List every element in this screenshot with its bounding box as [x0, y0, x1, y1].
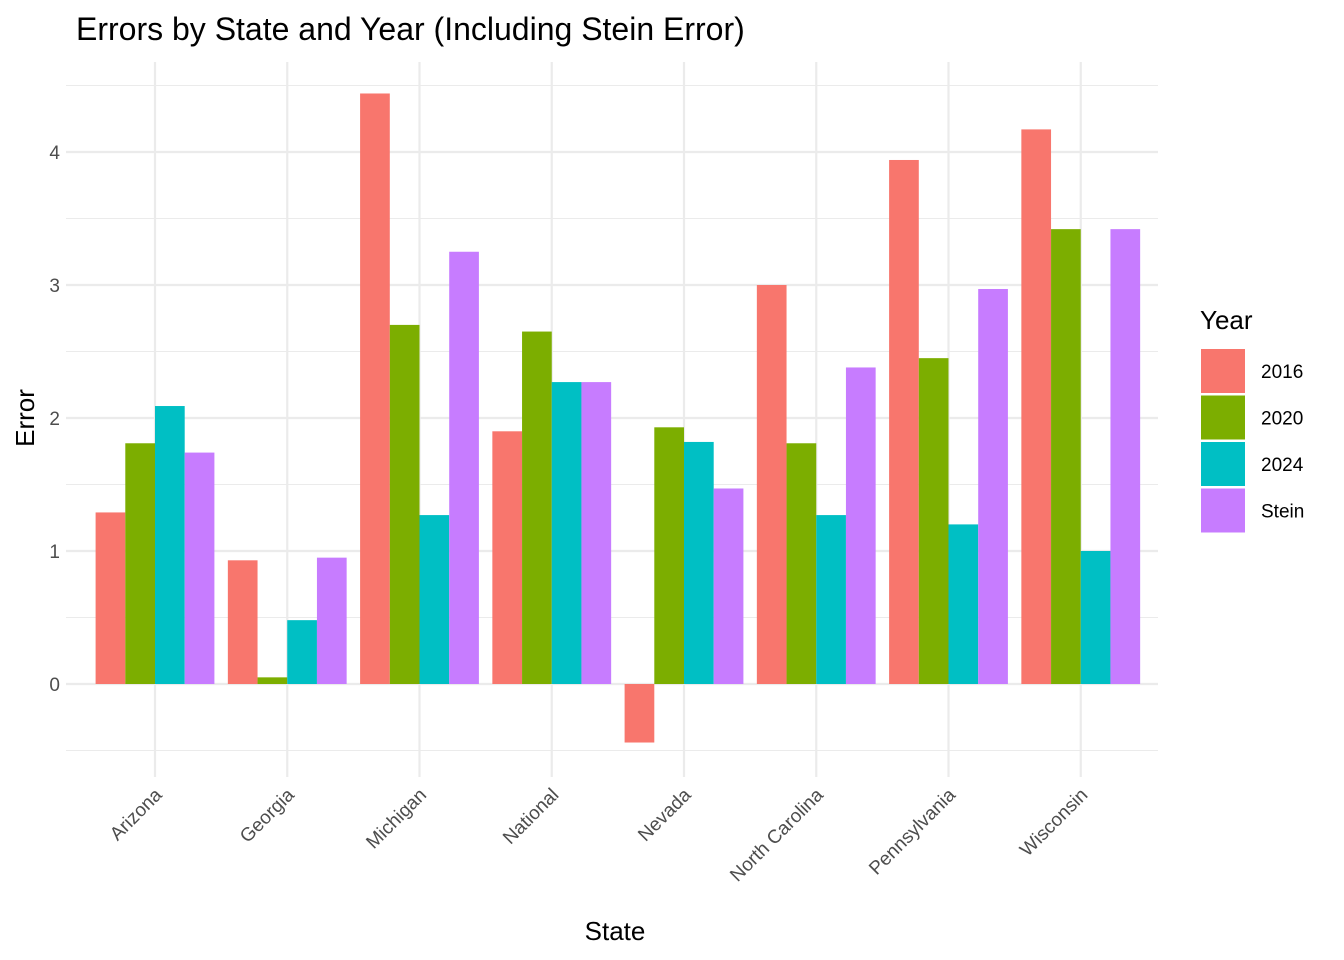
bar-michigan-2016	[360, 93, 390, 685]
bar-north-carolina-2016	[756, 285, 787, 684]
legend: Year 2016 2020 2024 Stein	[1200, 305, 1304, 533]
x-axis-title: State	[585, 916, 646, 946]
legend-label: 2016	[1261, 362, 1303, 383]
bar-north-carolina-2020	[786, 443, 817, 684]
bar-michigan-2020	[389, 324, 420, 684]
legend-key-2020	[1201, 395, 1245, 440]
bar-national-stein	[581, 382, 612, 684]
bar-michigan-stein	[449, 251, 479, 684]
y-tick-label: 0	[49, 675, 60, 696]
bar-georgia-stein	[316, 557, 347, 684]
bar-georgia-2024	[287, 620, 317, 684]
x-tick-label: National	[499, 785, 563, 849]
bar-arizona-stein	[184, 452, 215, 684]
bar-arizona-2016	[95, 512, 126, 684]
x-tick-label: Pennsylvania	[865, 784, 960, 879]
bar-georgia-2020	[257, 677, 288, 684]
x-tick-label: Georgia	[236, 784, 299, 847]
x-tick-label: Arizona	[106, 784, 167, 845]
bar-nevada-2024	[684, 441, 714, 684]
y-tick-label: 4	[49, 143, 60, 164]
bar-national-2024	[551, 382, 582, 684]
bar-georgia-2016	[227, 560, 258, 684]
x-tick-label: North Carolina	[726, 784, 828, 886]
bar-wisconsin-2016	[1021, 129, 1052, 684]
legend-label: Stein	[1261, 502, 1304, 523]
y-tick-label: 1	[49, 542, 60, 563]
bar-nevada-2016	[624, 684, 655, 743]
legend-label: 2024	[1261, 455, 1304, 476]
y-axis-title: Error	[10, 389, 40, 447]
bar-arizona-2024	[155, 406, 185, 684]
x-axis-ticks: Arizona Georgia Michigan National Nevada Nort…	[106, 784, 1092, 886]
legend-key-2016	[1201, 349, 1245, 393]
bar-pennsylvania-2020	[918, 358, 949, 684]
bar-pennsylvania-stein	[978, 288, 1008, 684]
bar-wisconsin-stein	[1110, 229, 1141, 684]
bar-north-carolina-2024	[816, 515, 846, 684]
legend-key-2024	[1201, 442, 1245, 486]
bar-pennsylvania-2016	[889, 159, 919, 685]
bars	[95, 93, 1141, 743]
bar-nevada-stein	[713, 488, 744, 684]
legend-label: 2020	[1261, 409, 1303, 430]
x-tick-label: Wisconsin	[1016, 785, 1092, 861]
x-tick-label: Nevada	[634, 784, 695, 845]
bar-pennsylvania-2024	[948, 524, 979, 684]
y-tick-label: 3	[49, 276, 60, 297]
bar-wisconsin-2020	[1051, 229, 1081, 684]
bar-nevada-2020	[654, 427, 684, 684]
bar-wisconsin-2024	[1080, 551, 1111, 684]
bar-michigan-2024	[419, 515, 450, 684]
bar-national-2016	[492, 431, 523, 684]
legend-key-stein	[1201, 488, 1245, 533]
bar-arizona-2020	[125, 443, 155, 684]
y-axis-ticks: 0 1 2 3 4	[49, 143, 60, 696]
x-tick-label: Michigan	[362, 785, 431, 854]
legend-title: Year	[1200, 305, 1253, 335]
y-tick-label: 2	[49, 409, 60, 430]
bar-national-2020	[522, 331, 552, 684]
bar-north-carolina-stein	[845, 367, 876, 684]
chart-title: Errors by State and Year (Including Stei…	[76, 11, 745, 47]
